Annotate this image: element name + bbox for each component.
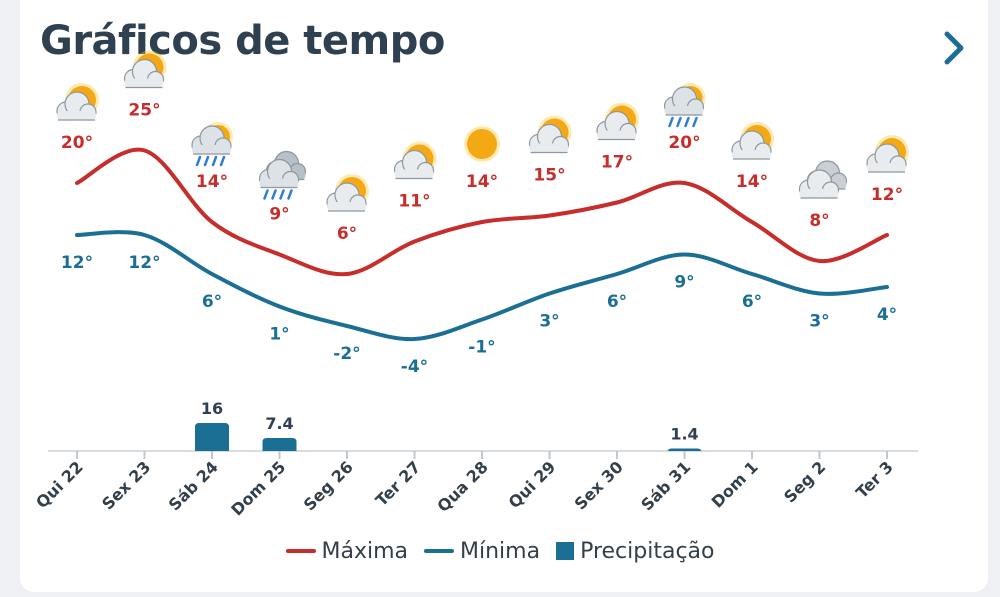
min-temp-label: 9° [674,273,694,293]
sun-cloud-icon [596,102,639,141]
legend-precip-label: Precipitação [580,538,715,564]
max-temp-label: 14° [736,172,768,192]
precip-label: 1.4 [670,425,698,444]
day-label: Sáb 31 [637,457,694,514]
min-temp-line [75,230,889,342]
max-temp-label: 15° [533,166,565,186]
sun-cloud-icon [56,83,99,121]
legend-min-label: Mínima [460,538,541,564]
rain-sun-icon [191,122,233,167]
legend-min-swatch [424,549,455,553]
min-temp-label: 12° [128,253,160,273]
sun-icon [464,126,500,162]
min-temp-label: 6° [607,292,627,312]
min-temp-label: -4° [401,357,428,377]
min-temp-label: 1° [269,325,289,345]
max-temp-label: 20° [61,133,93,153]
day-label: Sex 23 [98,457,154,513]
max-temp-label: 20° [668,133,700,153]
rain-sun-icon [663,83,706,128]
min-temp-label: -1° [468,338,495,358]
precip-bar [667,448,702,453]
day-label: Dom 1 [708,457,762,511]
chevron-right-icon[interactable] [938,28,970,68]
day-label: Sáb 24 [165,457,222,514]
legend-precip: Precipitação [556,539,714,564]
sun-cloud-icon [528,115,572,154]
day-label: Seg 2 [780,457,829,506]
min-temp-label: 4° [877,305,897,325]
day-label: Ter 3 [852,457,897,502]
max-temp-line [75,147,889,277]
min-temp-label: 6° [202,292,222,312]
legend-min: Mínima [424,539,540,564]
max-temp-label: 14° [196,172,228,192]
day-label: Ter 27 [372,457,425,510]
max-temp-label: 8° [809,211,829,231]
day-label: Qua 28 [433,457,491,515]
chart-legend: Máxima Mínima Precipitação [0,533,1000,569]
max-temp-label: 14° [466,172,498,192]
day-label: Seg 26 [300,457,357,514]
min-temp-label: 3° [539,312,559,332]
weather-chart-card [20,0,988,592]
max-temp-label: 6° [337,224,357,244]
sun-cloud-icon [123,50,167,89]
day-label: Qui 22 [32,457,87,512]
legend-max: Máxima [285,538,409,564]
precip-label: 7.4 [265,414,293,433]
cloud-icon [798,160,848,199]
sun-cloud-icon [731,122,774,160]
max-temp-label: 17° [601,153,633,173]
max-temp-label: 12° [871,185,903,205]
legend-precip-swatch [556,542,575,560]
sun-cloud-icon [866,135,909,173]
sun-cloud-icon [326,174,369,212]
min-temp-label: 3° [809,312,829,332]
max-temp-label: 11° [398,192,430,212]
day-label: Qui 29 [505,457,560,512]
max-temp-label: 25° [128,101,160,121]
day-label: Sex 30 [571,457,627,513]
max-temp-label: 9° [269,205,289,225]
page-title: Gráficos de tempo [40,18,445,64]
day-label: Dom 25 [227,457,289,519]
min-temp-label: 6° [742,292,762,312]
min-temp-label: 12° [61,253,93,273]
precip-bar [195,423,229,451]
legend-max-label: Máxima [321,538,409,564]
rain-cloud-icon [258,150,307,200]
precip-label: 16 [201,399,223,418]
min-temp-label: -2° [333,344,360,364]
precip-bar [262,438,297,451]
sun-cloud-icon [393,141,437,180]
legend-max-swatch [285,549,316,553]
